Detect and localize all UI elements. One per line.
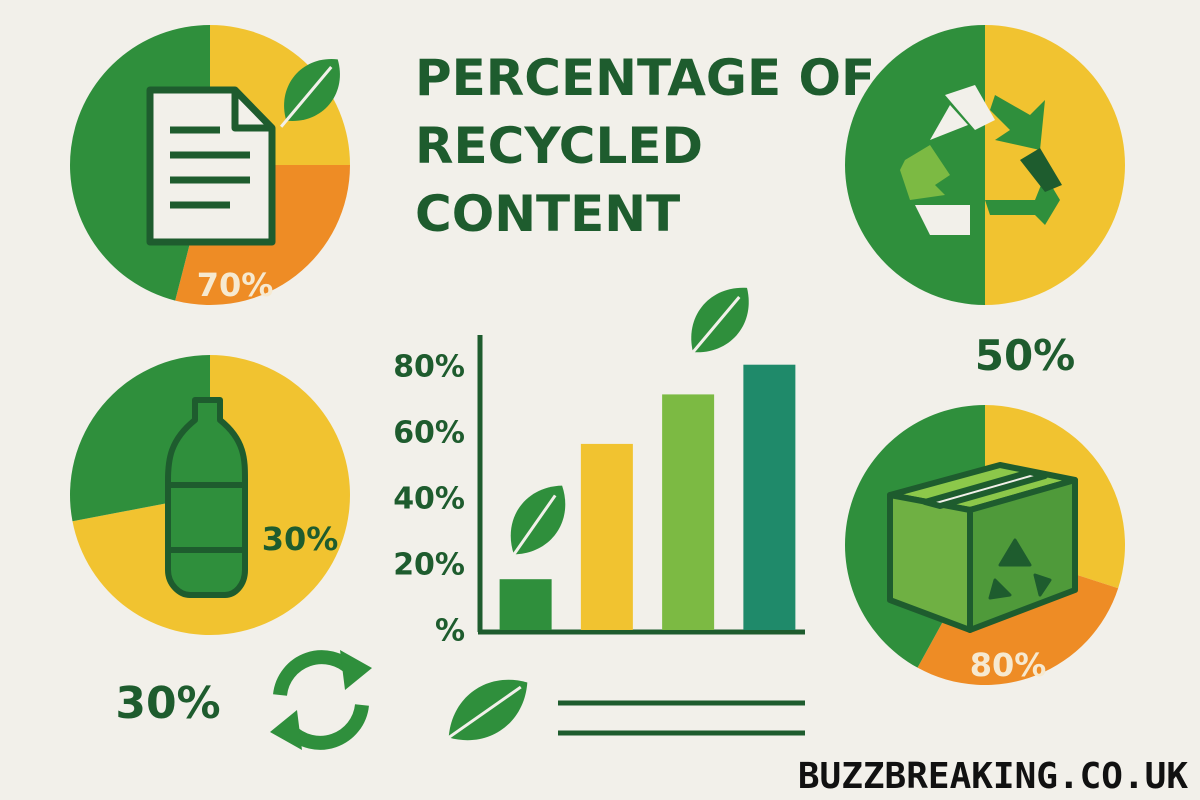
bar — [499, 579, 552, 630]
recycle-icon — [900, 85, 1062, 235]
bottle-icon — [165, 397, 248, 598]
y-tick-label: 20% — [393, 548, 465, 583]
y-tick-label: 40% — [393, 482, 465, 517]
leaf-icon — [683, 287, 749, 364]
leaf-icon — [442, 679, 528, 743]
bar — [580, 443, 633, 630]
y-tick-label: 80% — [393, 350, 465, 385]
bar — [743, 364, 796, 630]
watermark: BUZZBREAKING.CO.UK — [798, 756, 1188, 797]
document-icon — [146, 86, 276, 246]
pie-label: 50% — [975, 331, 1076, 380]
y-tick-label: 60% — [393, 416, 465, 451]
title-line: RECYCLED — [415, 117, 703, 175]
leaf-icon — [505, 485, 566, 566]
pie-label: 70% — [197, 266, 274, 304]
refresh-arrowheads — [270, 650, 372, 750]
y-tick-label: % — [435, 614, 465, 649]
box-icon — [887, 462, 1078, 633]
leaf-icon — [279, 59, 340, 128]
pie-slice — [985, 25, 1125, 305]
bar — [662, 394, 715, 630]
pie-label: 80% — [970, 646, 1047, 684]
pie-label: 30% — [262, 520, 339, 558]
bar-chart: % 20% 40% 60% 80% — [393, 335, 805, 649]
pie-label: 30% — [115, 678, 220, 729]
title-line: PERCENTAGE OF — [415, 49, 875, 107]
title-line: CONTENT — [415, 185, 680, 243]
